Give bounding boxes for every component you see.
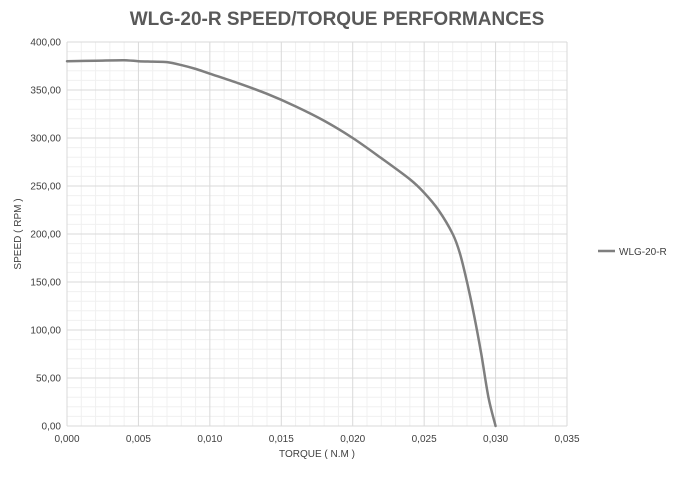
- y-tick-label: 100,00: [30, 326, 61, 337]
- y-tick-label: 200,00: [30, 230, 61, 241]
- series-layer: [65, 58, 497, 428]
- x-tick-label: 0,020: [340, 434, 365, 445]
- y-axis-label: SPEED ( RPM ): [13, 198, 24, 269]
- x-axis-ticks: 0,000 0,005 0,010 0,015 0,020 0,025 0,030 0,035: [54, 434, 579, 445]
- y-tick-label: 350,00: [30, 86, 61, 97]
- y-tick-label: 0,00: [42, 422, 62, 433]
- chart-title: WLG-20-R SPEED/TORQUE PERFORMANCES: [130, 9, 545, 30]
- y-axis-ticks: 0,00 50,00 100,00 150,00 200,00 250,00 300,00 3…: [30, 38, 61, 433]
- y-tick-label: 50,00: [36, 374, 61, 385]
- x-tick-label: 0,000: [54, 434, 79, 445]
- y-tick-label: 300,00: [30, 134, 61, 145]
- x-tick-label: 0,005: [126, 434, 151, 445]
- x-tick-label: 0,030: [483, 434, 508, 445]
- legend: WLG-20-R: [598, 247, 667, 258]
- x-tick-label: 0,015: [269, 434, 294, 445]
- legend-label: WLG-20-R: [619, 247, 667, 258]
- series-line: [65, 58, 497, 428]
- y-tick-label: 250,00: [30, 182, 61, 193]
- major-gridlines: [66, 41, 568, 427]
- x-axis-label: TORQUE ( N.M ): [279, 449, 355, 460]
- x-tick-label: 0,025: [412, 434, 437, 445]
- y-tick-label: 150,00: [30, 278, 61, 289]
- x-tick-label: 0,035: [554, 434, 579, 445]
- x-tick-label: 0,010: [197, 434, 222, 445]
- y-tick-label: 400,00: [30, 38, 61, 49]
